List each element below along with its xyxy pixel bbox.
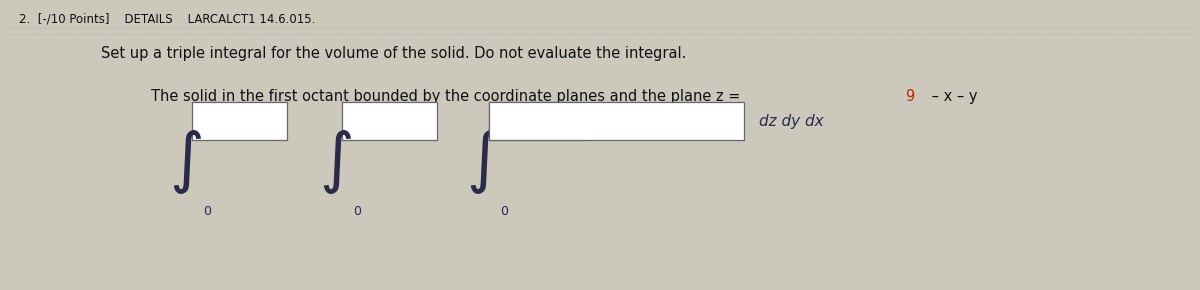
Text: dz dy dx: dz dy dx [758, 114, 823, 128]
Text: 0: 0 [353, 205, 361, 218]
Bar [490, 102, 744, 140]
Text: 0: 0 [500, 205, 508, 218]
Text: – x – y: – x – y [926, 89, 977, 104]
Text: 9: 9 [905, 89, 914, 104]
Text: 0: 0 [204, 205, 211, 218]
Bar [192, 102, 287, 140]
Text: $\int$: $\int$ [169, 128, 202, 196]
Text: $\int$: $\int$ [319, 128, 352, 196]
Bar [490, 102, 584, 140]
Text: Set up a triple integral for the volume of the solid. Do not evaluate the integr: Set up a triple integral for the volume … [101, 46, 686, 61]
Text: $\int$: $\int$ [466, 128, 499, 196]
Text: 2.  [-/10 Points]    DETAILS    LARCALCT1 14.6.015.: 2. [-/10 Points] DETAILS LARCALCT1 14.6.… [19, 12, 316, 25]
Bar [342, 102, 437, 140]
Text: The solid in the first octant bounded by the coordinate planes and the plane z =: The solid in the first octant bounded by… [150, 89, 744, 104]
